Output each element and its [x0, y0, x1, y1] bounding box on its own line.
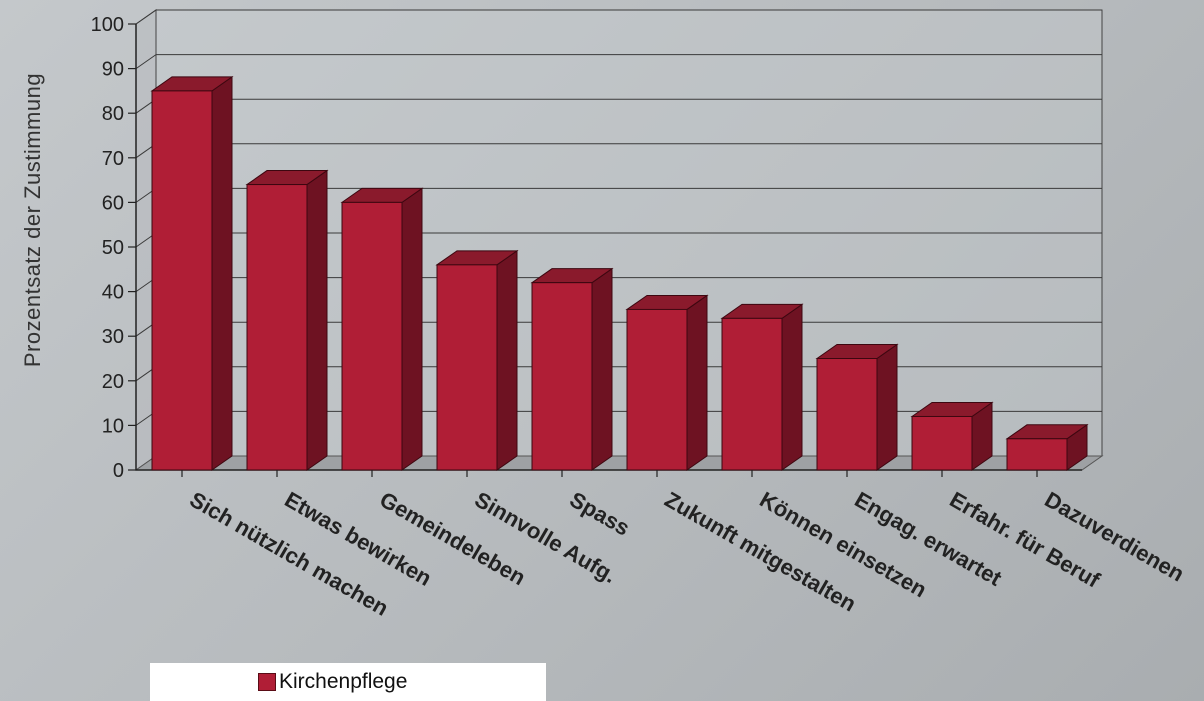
y-tick-label: 90 [102, 59, 124, 81]
y-tick-label: 70 [102, 148, 124, 170]
bar [625, 294, 709, 471]
bar-front [151, 90, 213, 471]
bar-side [496, 249, 518, 471]
bar-side [591, 267, 613, 471]
gridline-side [135, 54, 157, 70]
bar-front [341, 201, 403, 471]
y-tick-label: 50 [102, 237, 124, 259]
bar-front [531, 282, 593, 471]
bar-side [211, 75, 233, 471]
y-tick-label: 0 [113, 460, 124, 482]
bar-side [401, 187, 423, 471]
bars [150, 75, 1089, 471]
y-tick-label: 60 [102, 192, 124, 214]
bar-front [1006, 438, 1068, 471]
gridline-side [135, 9, 157, 25]
bar [150, 75, 234, 471]
y-tick-label: 40 [102, 282, 124, 304]
bar-front [626, 308, 688, 471]
bar [815, 343, 899, 471]
bar [720, 303, 804, 471]
bar-front [721, 317, 783, 471]
y-axis-title: Prozentsatz der Zustimmung [20, 72, 45, 368]
bar [340, 187, 424, 471]
bar-side [781, 303, 803, 471]
legend-swatch [258, 673, 276, 691]
bar [1005, 423, 1089, 471]
bar [245, 169, 329, 471]
bar-front [436, 264, 498, 471]
x-tick-label: Spass [566, 487, 635, 541]
legend: Kirchenpflege [150, 663, 546, 701]
bar [435, 249, 519, 471]
bar [910, 401, 994, 471]
y-tick-label: 100 [91, 14, 124, 36]
y-tick-label: 30 [102, 326, 124, 348]
bar-side [876, 343, 898, 471]
bar-front [246, 184, 308, 471]
bar [530, 267, 614, 471]
bar-side [686, 294, 708, 471]
bar-front [816, 358, 878, 471]
bar-front [911, 415, 973, 471]
bar-side [306, 169, 328, 471]
y-tick-label: 20 [102, 371, 124, 393]
y-tick-label: 10 [102, 415, 124, 437]
y-tick-label: 80 [102, 103, 124, 125]
legend-label: Kirchenpflege [279, 670, 408, 693]
